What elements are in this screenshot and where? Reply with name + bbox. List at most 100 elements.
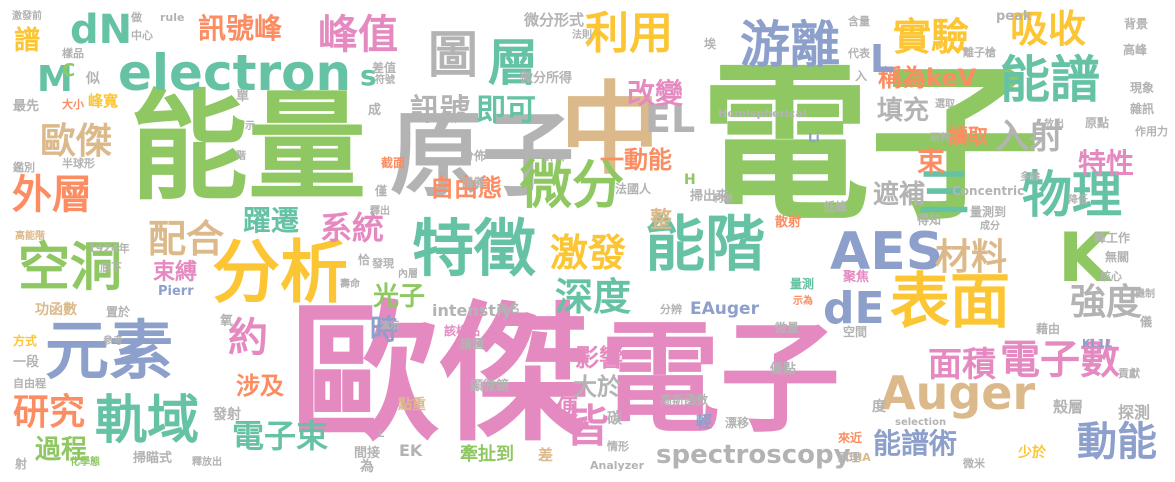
word-zhebu: 遮補 xyxy=(873,180,926,210)
word-jianbie: 鑑別 xyxy=(13,161,35,174)
word-fushe: 發射 xyxy=(213,407,241,423)
word-kongjian: 空間 xyxy=(843,325,868,339)
word-keceng: 殼層 xyxy=(1053,398,1084,416)
word-fengzhi: 峰值 xyxy=(318,12,398,58)
word-sanshe: 散射 xyxy=(775,215,802,230)
word-weiming: 為名 xyxy=(498,302,520,315)
word-jin: 僅 xyxy=(375,184,388,198)
word-fuhao: 符號 xyxy=(375,75,395,86)
word-M: M xyxy=(37,59,73,100)
word-faxian: 發現 xyxy=(372,257,394,270)
word-huaxue: 化學態 xyxy=(70,457,100,468)
word-san: 三 xyxy=(918,164,971,224)
word-aes: AES xyxy=(830,222,944,282)
word-C: C xyxy=(62,60,76,81)
word-dN: dN xyxy=(70,7,133,53)
word-rushe: 入射 xyxy=(995,117,1063,157)
word-dianzi-big: 電子 xyxy=(700,46,1041,244)
word-shu: 束 xyxy=(917,145,946,178)
word-oujie: 歐傑 xyxy=(40,121,113,162)
word-lizichang: 離子槍 xyxy=(963,46,996,59)
word-youli: 游離 xyxy=(740,16,840,74)
word-dongneng: 動能 xyxy=(1077,419,1157,465)
word-gaosihanshu: 高斯函數 xyxy=(660,393,709,407)
word-zuixian: 最先 xyxy=(13,99,40,114)
word-jie: 皆 xyxy=(565,401,609,452)
word-gaiyangpin: 該樣品 xyxy=(444,324,481,338)
word-jieji: 階 xyxy=(236,151,246,162)
word-yuejian: 躍遷 xyxy=(243,204,300,237)
word-auger: Auger xyxy=(880,366,1036,420)
word-dixia: 底下 xyxy=(100,261,122,274)
word-peak: peak xyxy=(996,9,1032,24)
word-shiyan: 實驗 xyxy=(893,15,970,59)
word-ru: 入 xyxy=(855,69,868,83)
word-zuo: 做 xyxy=(131,11,142,24)
word-texing: 特性 xyxy=(1078,147,1135,180)
word-jifa: 激發 xyxy=(550,231,627,275)
word-shaoyu: 少於 xyxy=(1018,445,1046,461)
word-xishou: 吸收 xyxy=(1010,7,1087,51)
word-dianzi-bottom: 電子 xyxy=(600,310,840,449)
word-pierr: Pierr xyxy=(158,284,194,299)
word-wei: 為 xyxy=(360,459,374,475)
word-cailiao: 材料 xyxy=(935,237,1008,278)
word-dE: dE xyxy=(823,283,885,334)
word-weifensuode: 微分所得 xyxy=(520,71,573,86)
word-peihe: 配合 xyxy=(148,217,225,261)
word-guocheng: 過程 xyxy=(35,435,88,465)
word-shi2: 示 xyxy=(245,121,255,132)
word-xitong: 系統 xyxy=(320,209,385,247)
word-jizhi: 機制 xyxy=(1135,289,1155,300)
word-ai: 埃 xyxy=(704,37,717,51)
word-eauger: EAuger xyxy=(690,299,759,319)
word-cheng: 稱為keV xyxy=(878,64,977,92)
word-KL1L: KL1L xyxy=(1082,337,1113,350)
word-rule: rule xyxy=(160,11,185,24)
word-yangpin: 樣品 xyxy=(62,47,84,60)
word-duoyu: 多餘 xyxy=(1020,172,1040,183)
word-banqiuxing: 半球形 xyxy=(62,157,95,170)
word-spectroscopy: spectroscopy xyxy=(656,440,851,470)
word-du: 度 xyxy=(872,399,886,415)
word-chengfen: 成分 xyxy=(980,221,1000,232)
word-zhongxin: 中心 xyxy=(131,29,153,42)
word-zaxun: 雜訊 xyxy=(1130,102,1155,116)
word-yuanli: 原理 xyxy=(838,451,860,464)
word-daxiao: 大小 xyxy=(62,98,84,111)
word-zishucheng: 自由程 xyxy=(13,377,46,390)
word-fengongzuo: 峰工作 xyxy=(1094,231,1131,245)
word-weifen: 微分 xyxy=(520,156,625,216)
word-xianwei: 顯微鏡 xyxy=(470,379,510,394)
word-zhong: 中 xyxy=(560,71,660,188)
word-hemispherical: Hemispherical xyxy=(718,107,807,120)
word-difeng: 低峰 xyxy=(823,200,848,214)
word-nengjie: 能階 xyxy=(645,210,765,280)
word-concentric: Concentric xyxy=(952,184,1025,198)
word-mianji: 面積 xyxy=(928,345,996,385)
word-gaonengji: 高能階 xyxy=(15,231,45,242)
word-tianchong: 填充 xyxy=(877,96,930,126)
word-dianzishu: 電子數 xyxy=(1000,337,1120,383)
word-analyzer: Analyzer xyxy=(590,459,644,472)
word-sheji: 涉及 xyxy=(236,372,284,400)
word-EK: EK xyxy=(399,441,423,460)
word-faguoren: 法國人 xyxy=(615,182,652,196)
word-yiduan: 一段 xyxy=(13,355,40,370)
word-shichuchu: 釋放出 xyxy=(192,457,222,468)
word-shendu: 深度 xyxy=(555,275,632,319)
word-saochulai: 掃出來 xyxy=(690,189,730,204)
word-dianzishu2: 電子束 xyxy=(232,417,329,455)
word-si: 似 xyxy=(86,71,100,87)
word-jike: 即可 xyxy=(476,93,536,128)
word-s: s xyxy=(360,59,377,92)
word-yi: 儀 xyxy=(1140,315,1153,329)
word-guiyu: 軌域 xyxy=(95,391,200,451)
word-lisi: 利器 xyxy=(713,194,733,205)
word-liangce: 量測 xyxy=(790,277,815,291)
word-CHA: CHA xyxy=(845,451,871,464)
word-qingxing: 情形 xyxy=(607,440,629,453)
word-fengkuan: 峰寬 xyxy=(88,92,119,110)
word-yanjiu: 研究 xyxy=(13,392,86,433)
word-weiliang: 微量 xyxy=(775,321,800,335)
